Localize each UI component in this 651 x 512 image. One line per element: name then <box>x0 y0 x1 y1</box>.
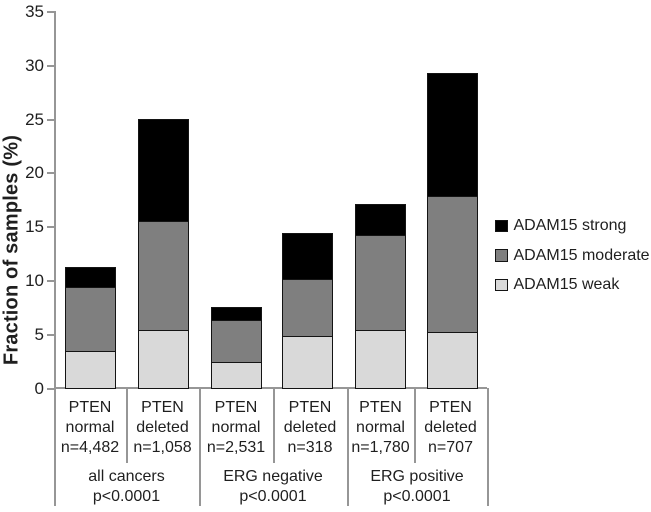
legend-swatch-adam15-moderate <box>495 249 508 262</box>
x-category-label: PTEN normal n=2,531 <box>199 398 273 458</box>
group-p-value: p<0.0001 <box>92 487 161 505</box>
y-axis-line <box>54 11 56 506</box>
stacked-bar <box>427 73 478 389</box>
bar-segment-adam15-weak <box>139 330 188 388</box>
x-category-label: PTEN deleted n=1,058 <box>126 398 199 458</box>
pten-status: normal <box>211 419 261 436</box>
sample-count: n=4,482 <box>60 439 120 456</box>
group-label: ERG positive p<0.0001 <box>347 467 487 506</box>
bar-segment-adam15-strong <box>212 308 261 321</box>
y-tick-mark <box>47 226 54 229</box>
legend-item: ADAM15 strong <box>495 216 626 236</box>
bar-segment-adam15-moderate <box>428 196 477 334</box>
y-tick-label: 25 <box>25 109 44 129</box>
sample-count: n=318 <box>287 439 333 456</box>
y-tick-mark <box>47 279 54 282</box>
y-tick-label: 35 <box>25 1 44 21</box>
category-divider-line <box>273 388 275 463</box>
category-title: PTEN <box>288 399 332 416</box>
bar-segment-adam15-weak <box>356 330 405 388</box>
legend-label: ADAM15 strong <box>513 217 627 234</box>
stacked-bar <box>211 307 262 389</box>
category-title: PTEN <box>429 399 472 416</box>
y-tick-mark <box>47 387 54 390</box>
group-divider-line <box>487 388 489 506</box>
y-tick-mark <box>47 118 54 121</box>
pten-status: deleted <box>283 419 337 436</box>
bar-segment-adam15-weak <box>212 362 261 388</box>
bar-segment-adam15-strong <box>66 268 115 289</box>
sample-count: n=1,058 <box>133 439 192 456</box>
x-axis-line <box>54 387 487 389</box>
bar-segment-adam15-strong <box>283 234 332 281</box>
category-divider-line <box>126 388 128 463</box>
group-divider-line <box>199 388 201 506</box>
y-tick-label: 20 <box>25 163 44 183</box>
y-tick-label: 5 <box>34 324 44 344</box>
legend-item: ADAM15 weak <box>495 275 619 295</box>
pten-status: deleted <box>136 419 189 436</box>
legend-label: ADAM15 weak <box>513 276 620 293</box>
bar-segment-adam15-weak <box>428 333 477 388</box>
group-name: ERG positive <box>370 468 464 485</box>
bar-segment-adam15-weak <box>66 351 115 388</box>
group-label: ERG negative p<0.0001 <box>199 467 347 506</box>
category-title: PTEN <box>141 399 184 416</box>
group-divider-line <box>347 388 349 506</box>
y-tick-mark <box>47 172 54 175</box>
y-tick-label: 15 <box>25 217 44 237</box>
y-tick-label: 30 <box>25 55 44 75</box>
pten-status: deleted <box>424 419 477 436</box>
bar-segment-adam15-moderate <box>139 222 188 331</box>
bar-segment-adam15-moderate <box>212 320 261 363</box>
y-tick-mark <box>47 11 54 13</box>
stacked-bar <box>355 204 406 389</box>
x-category-label: PTEN deleted n=318 <box>273 398 347 458</box>
bar-segment-adam15-moderate <box>356 236 405 331</box>
group-p-value: p<0.0001 <box>383 487 451 505</box>
legend-item: ADAM15 moderate <box>495 246 650 266</box>
category-title: PTEN <box>68 399 112 416</box>
group-name: ERG negative <box>223 468 323 485</box>
y-tick-mark <box>47 333 54 336</box>
bar-segment-adam15-strong <box>428 74 477 197</box>
legend-label: ADAM15 moderate <box>513 246 650 264</box>
x-category-label: PTEN normal n=4,482 <box>54 398 126 458</box>
group-label: all cancers p<0.0001 <box>54 467 199 506</box>
sample-count: n=2,531 <box>206 439 266 456</box>
x-category-label: PTEN deleted n=707 <box>414 398 487 458</box>
bar-segment-adam15-strong <box>356 205 405 237</box>
legend-swatch-adam15-weak <box>495 278 508 292</box>
bar-segment-adam15-strong <box>139 120 188 223</box>
y-tick-label: 10 <box>25 270 44 290</box>
stacked-bar <box>282 233 333 389</box>
bar-segment-adam15-moderate <box>66 288 115 352</box>
stacked-bar <box>65 267 116 389</box>
x-category-label: PTEN normal n=1,780 <box>347 398 414 458</box>
pten-status: normal <box>65 419 115 436</box>
legend-swatch-adam15-strong <box>495 219 508 233</box>
y-tick-label: 0 <box>34 378 44 398</box>
sample-count: n=707 <box>428 439 473 456</box>
y-tick-mark <box>47 64 54 67</box>
bar-segment-adam15-weak <box>283 337 332 388</box>
pten-status: normal <box>356 419 405 436</box>
bar-segment-adam15-moderate <box>283 280 332 338</box>
sample-count: n=1,780 <box>351 439 410 456</box>
group-p-value: p<0.0001 <box>239 487 307 505</box>
category-title: PTEN <box>214 399 258 416</box>
category-title: PTEN <box>359 399 402 416</box>
stacked-bar <box>138 119 189 389</box>
group-name: all cancers <box>88 468 165 485</box>
category-divider-line <box>414 388 416 463</box>
